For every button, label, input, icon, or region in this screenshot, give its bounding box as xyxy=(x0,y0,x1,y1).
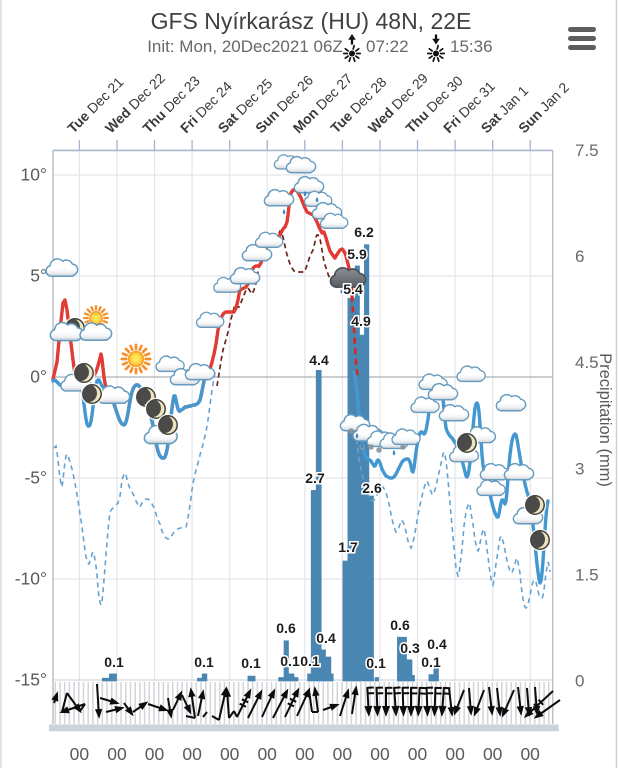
svg-text:GFS Nyírkarász (HU) 48N, 22E: GFS Nyírkarász (HU) 48N, 22E xyxy=(151,8,472,34)
svg-text:Precipitation (mm): Precipitation (mm) xyxy=(596,353,614,487)
svg-text:5°: 5° xyxy=(30,266,47,286)
svg-text:3: 3 xyxy=(575,459,584,478)
svg-text:00: 00 xyxy=(370,744,390,764)
svg-text:15:36: 15:36 xyxy=(450,37,493,56)
svg-text:6: 6 xyxy=(575,247,584,266)
svg-text:0.1: 0.1 xyxy=(280,653,300,669)
svg-text:00: 00 xyxy=(220,744,240,764)
svg-text:0: 0 xyxy=(575,672,584,691)
svg-text:00: 00 xyxy=(70,744,90,764)
svg-text:0.1: 0.1 xyxy=(366,655,386,671)
svg-text:0.6: 0.6 xyxy=(390,617,410,633)
svg-text:4.9: 4.9 xyxy=(351,313,371,329)
svg-text:1.7: 1.7 xyxy=(338,539,358,555)
svg-text:0°: 0° xyxy=(30,367,47,387)
svg-text:0.1: 0.1 xyxy=(104,654,124,670)
svg-text:00: 00 xyxy=(107,744,127,764)
svg-text:-15°: -15° xyxy=(15,670,47,690)
svg-text:5.4: 5.4 xyxy=(343,281,363,297)
svg-text:0.1: 0.1 xyxy=(241,655,261,671)
svg-text:00: 00 xyxy=(520,744,540,764)
svg-text:4.5: 4.5 xyxy=(575,353,599,372)
svg-text:07:22: 07:22 xyxy=(366,37,409,56)
svg-text:10°: 10° xyxy=(21,165,47,185)
svg-text:0.3: 0.3 xyxy=(400,640,420,656)
svg-text:0.1: 0.1 xyxy=(421,654,441,670)
svg-text:2.7: 2.7 xyxy=(305,470,325,486)
svg-text:Init: Mon, 20Dec2021 06Z: Init: Mon, 20Dec2021 06Z xyxy=(147,37,343,56)
svg-text:6.2: 6.2 xyxy=(354,224,374,240)
svg-text:00: 00 xyxy=(408,744,428,764)
svg-text:0.4: 0.4 xyxy=(316,630,336,646)
svg-text:00: 00 xyxy=(483,744,503,764)
svg-text:00: 00 xyxy=(295,744,315,764)
svg-text:4.4: 4.4 xyxy=(309,352,329,368)
svg-text:00: 00 xyxy=(445,744,465,764)
svg-text:-5°: -5° xyxy=(24,468,47,488)
svg-text:0.6: 0.6 xyxy=(276,620,296,636)
svg-text:00: 00 xyxy=(333,744,353,764)
svg-text:5.9: 5.9 xyxy=(347,246,367,262)
svg-text:0.1: 0.1 xyxy=(300,653,320,669)
svg-text:7.5: 7.5 xyxy=(575,141,599,160)
svg-text:0.4: 0.4 xyxy=(427,636,447,652)
svg-text:0.1: 0.1 xyxy=(194,654,214,670)
svg-text:00: 00 xyxy=(182,744,202,764)
svg-text:-10°: -10° xyxy=(15,569,47,589)
svg-text:00: 00 xyxy=(145,744,165,764)
svg-text:00: 00 xyxy=(257,744,277,764)
svg-text:1.5: 1.5 xyxy=(575,565,599,584)
svg-text:2.6: 2.6 xyxy=(362,480,382,496)
